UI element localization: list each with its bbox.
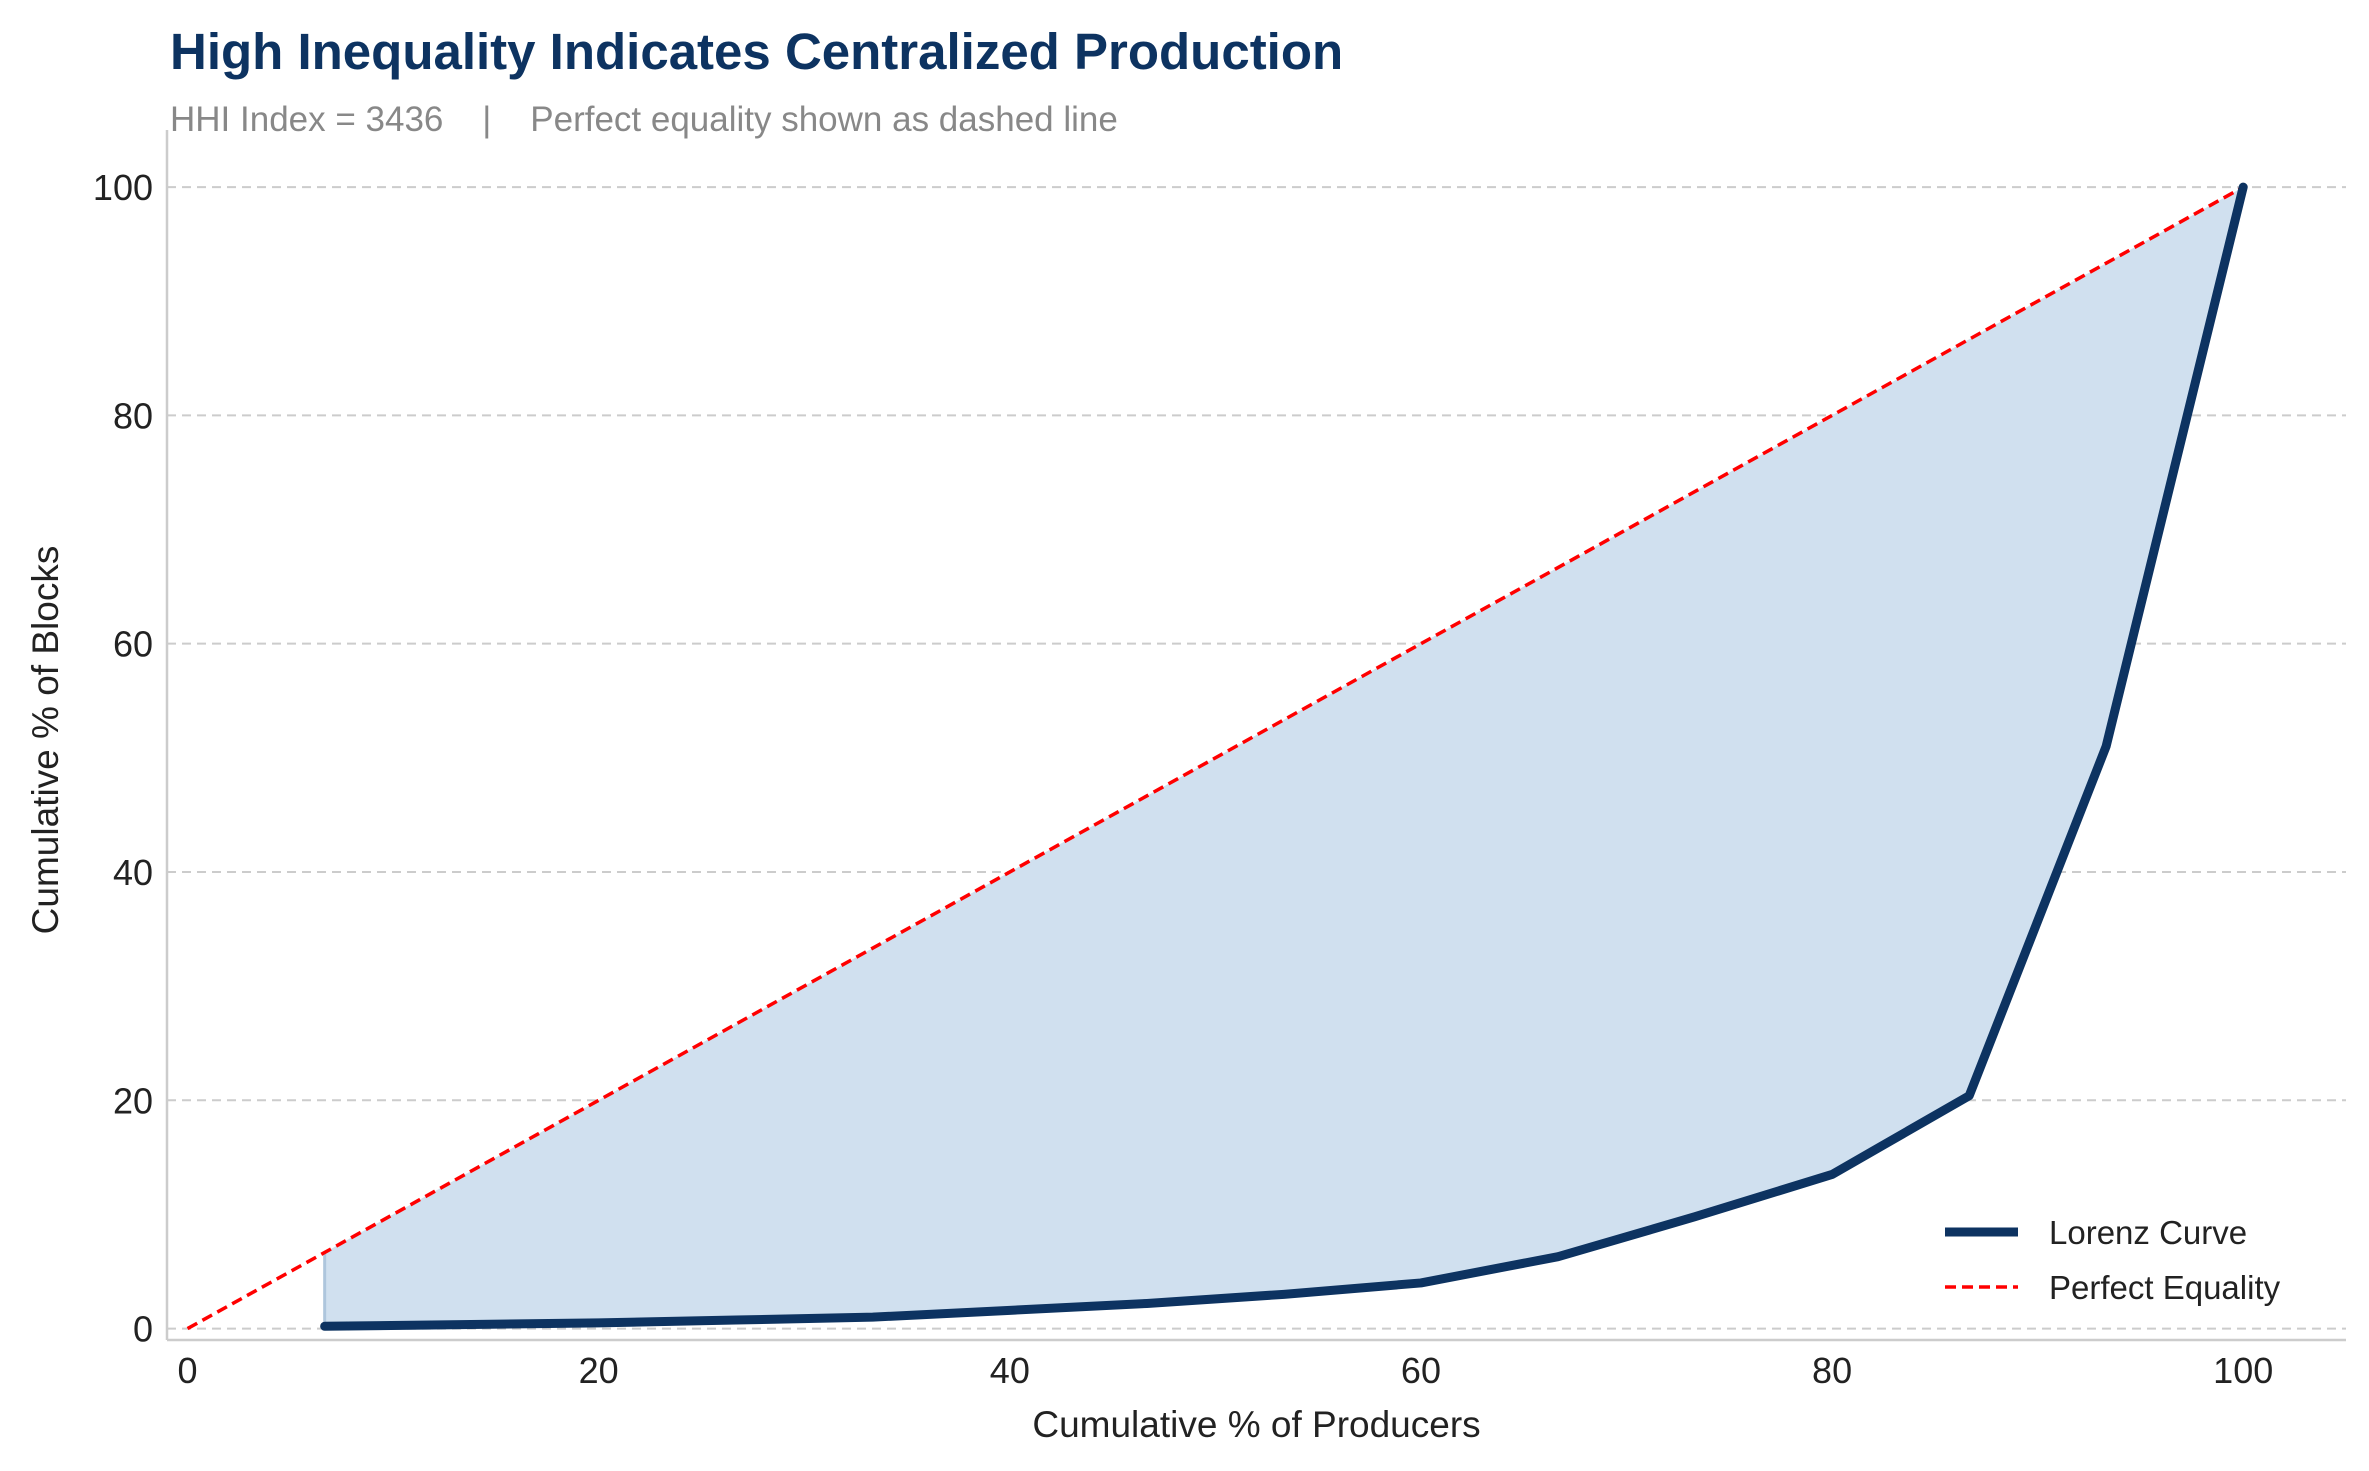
- axes: [165, 130, 2346, 1342]
- x-axis-label: Cumulative % of Producers: [1032, 1404, 1480, 1445]
- tick-labels: 0 20 40 60 80 100 0 20 40 60 80 100: [93, 167, 2273, 1391]
- y-tick-label-40: 40: [113, 852, 153, 893]
- perfect-equality-line: [186, 185, 2245, 1331]
- legend-label-lorenz-curve: Lorenz Curve: [2049, 1214, 2247, 1251]
- chart-title: High Inequality Indicates Centralized Pr…: [170, 23, 1344, 80]
- y-tick-label-100: 100: [93, 167, 153, 208]
- x-tick-label-0: 0: [178, 1350, 198, 1391]
- inequality-area: [324, 187, 2244, 1327]
- x-tick-label-40: 40: [990, 1350, 1030, 1391]
- x-tick-label-80: 80: [1812, 1350, 1852, 1391]
- lorenz-curve-line: [320, 182, 2248, 1331]
- x-tick-label-20: 20: [579, 1350, 619, 1391]
- legend: Lorenz Curve Perfect Equality: [1945, 1214, 2281, 1306]
- chart-subtitle: HHI Index = 3436 | Perfect equality show…: [170, 100, 1118, 139]
- y-axis-label: Cumulative % of Blocks: [25, 546, 66, 935]
- y-tick-label-20: 20: [113, 1080, 153, 1121]
- x-tick-label-60: 60: [1401, 1350, 1441, 1391]
- y-tick-label-80: 80: [113, 395, 153, 436]
- x-tick-label-100: 100: [2213, 1350, 2273, 1391]
- y-tick-label-0: 0: [133, 1309, 153, 1350]
- legend-label-perfect-equality: Perfect Equality: [2049, 1269, 2281, 1306]
- y-tick-label-60: 60: [113, 624, 153, 665]
